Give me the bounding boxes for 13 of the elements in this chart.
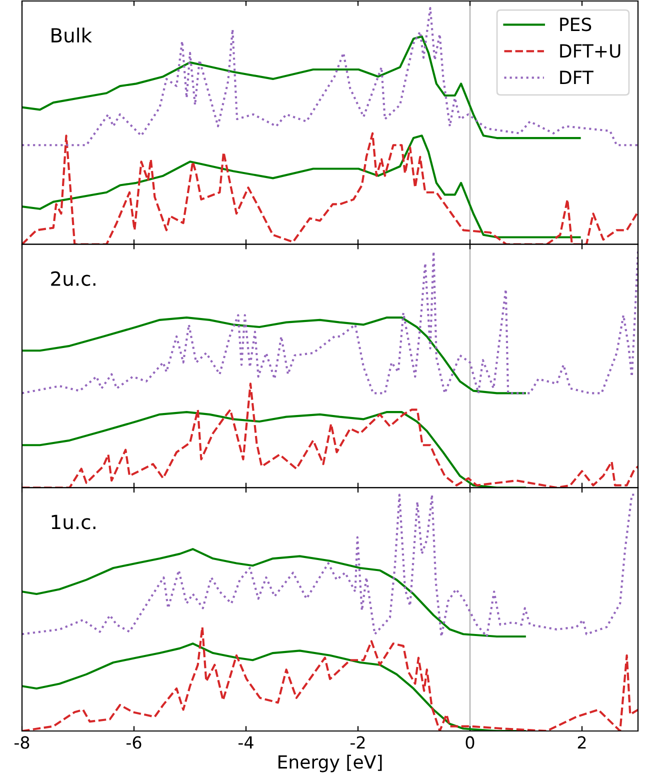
x-tick-label: -2 (350, 736, 365, 749)
x-tick-label: -4 (238, 736, 254, 749)
legend-label: DFT+U (560, 44, 620, 58)
annotation: Bulk (52, 28, 92, 43)
x-tick-label: -8 (14, 736, 30, 749)
annotation: 2u.c. (51, 271, 96, 286)
x-tick-label: -6 (126, 736, 142, 749)
x-tick-label: 0 (466, 736, 474, 749)
x-tick-label: 2 (578, 736, 586, 749)
legend-label: DFT (560, 70, 594, 84)
x-axis-title: Energy [eV] (278, 754, 382, 772)
annotation: 1u.c. (52, 514, 96, 530)
legend-label: PES (560, 18, 592, 32)
